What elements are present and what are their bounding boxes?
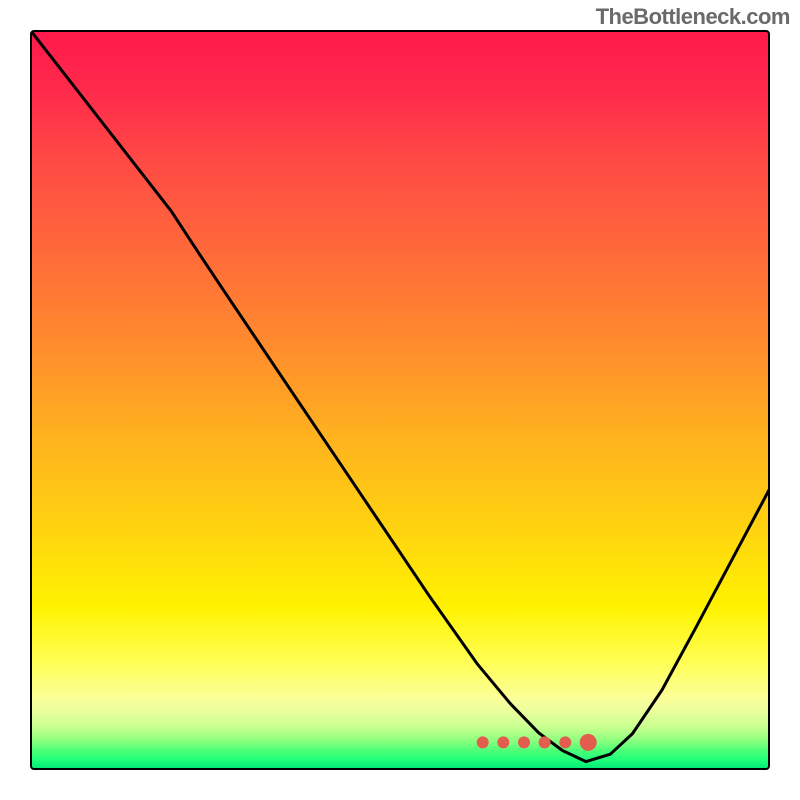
watermark-text: TheBottleneck.com	[596, 4, 790, 30]
gradient-backdrop	[31, 31, 769, 769]
valley-marker	[477, 736, 489, 748]
valley-marker	[559, 736, 571, 748]
bottleneck-chart	[0, 0, 800, 800]
valley-marker	[518, 736, 530, 748]
valley-marker	[539, 736, 551, 748]
valley-marker	[580, 734, 597, 751]
valley-marker	[497, 736, 509, 748]
